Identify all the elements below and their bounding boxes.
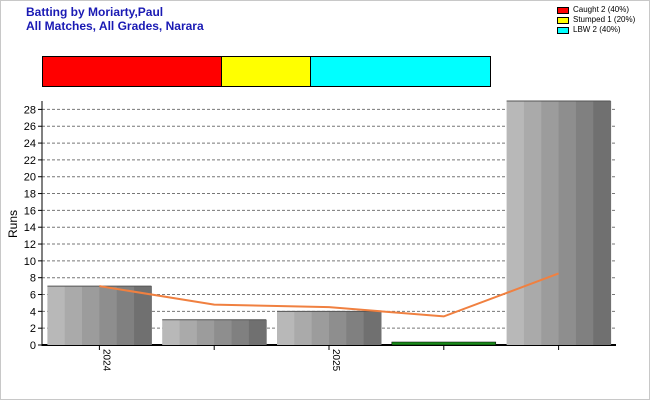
- dismissal-proportion-bar: [42, 56, 491, 87]
- y-tick-label: 10: [24, 256, 36, 268]
- legend-item-stumped: Stumped 1 (20%): [557, 15, 635, 25]
- chart-subtitle: All Matches, All Grades, Narara: [26, 19, 204, 33]
- legend-swatch-stumped: [557, 16, 569, 24]
- y-tick-label: 28: [24, 104, 36, 116]
- bar-stripe: [541, 101, 560, 345]
- legend-label-caught: Caught 2 (40%): [573, 5, 630, 14]
- bar-stripe: [64, 286, 83, 345]
- bar-stripe: [311, 311, 330, 345]
- bar-stripe: [196, 319, 215, 345]
- bar-stripe: [47, 286, 66, 345]
- bar-stripe: [134, 286, 152, 345]
- legend-swatch-lbw: [557, 26, 569, 34]
- y-axis-label: Runs: [6, 210, 20, 238]
- legend-swatch-caught: [557, 6, 569, 14]
- bar: [162, 319, 267, 345]
- y-tick-label: 8: [30, 273, 36, 285]
- bar-stripe: [558, 101, 577, 345]
- y-tick-label: 0: [30, 340, 36, 352]
- bar-stripe: [162, 319, 181, 345]
- legend-item-caught: Caught 2 (40%): [557, 5, 635, 15]
- legend-label-stumped: Stumped 1 (20%): [573, 15, 636, 24]
- bar-stripe: [248, 319, 267, 345]
- y-tick-label: 14: [24, 222, 36, 234]
- bar-stripe: [294, 311, 313, 345]
- bar-stripe: [231, 319, 250, 345]
- y-tick-label: 2: [30, 323, 36, 335]
- y-tick-label: 22: [24, 155, 36, 167]
- y-tick-label: 26: [24, 121, 36, 133]
- y-tick-label: 16: [24, 205, 36, 217]
- legend-label-lbw: LBW 2 (40%): [573, 25, 621, 34]
- y-tick-label: 24: [24, 138, 36, 150]
- bar-stripe: [575, 101, 594, 345]
- bar-stripe: [82, 286, 100, 345]
- y-tick-label: 12: [24, 239, 36, 251]
- bar-stripe: [506, 101, 525, 345]
- y-tick-label: 6: [30, 290, 36, 302]
- dismissal-segment-lbw: [311, 57, 490, 86]
- trend-line: [99, 272, 559, 318]
- bar-stripe: [346, 311, 365, 345]
- bar: [391, 341, 497, 346]
- x-tick-label: 2025: [330, 349, 341, 372]
- bar-stripe: [116, 286, 135, 345]
- bar-stripe: [214, 319, 233, 345]
- y-tick-label: 4: [30, 306, 36, 318]
- bar-stripe: [363, 311, 382, 345]
- bar-stripe: [179, 319, 198, 345]
- legend-item-lbw: LBW 2 (40%): [557, 25, 635, 35]
- dismissal-segment-stumped: [221, 57, 312, 86]
- bar-stripe: [277, 311, 295, 345]
- bar-stripe: [99, 286, 118, 345]
- chart-title: Batting by Moriarty,Paul: [26, 5, 164, 19]
- bar-body: [391, 341, 497, 346]
- bar: [277, 310, 382, 345]
- y-tick-label: 20: [24, 172, 36, 184]
- bar-stripe: [593, 101, 612, 345]
- bar-stripe: [329, 311, 347, 345]
- bar: [506, 100, 612, 345]
- bar-stripe: [523, 101, 542, 345]
- bar: [47, 285, 152, 345]
- x-tick-label: 2024: [100, 349, 111, 372]
- legend: Caught 2 (40%) Stumped 1 (20%) LBW 2 (40…: [557, 5, 635, 35]
- y-tick-label: 18: [24, 189, 36, 201]
- dismissal-segment-caught: [43, 57, 222, 86]
